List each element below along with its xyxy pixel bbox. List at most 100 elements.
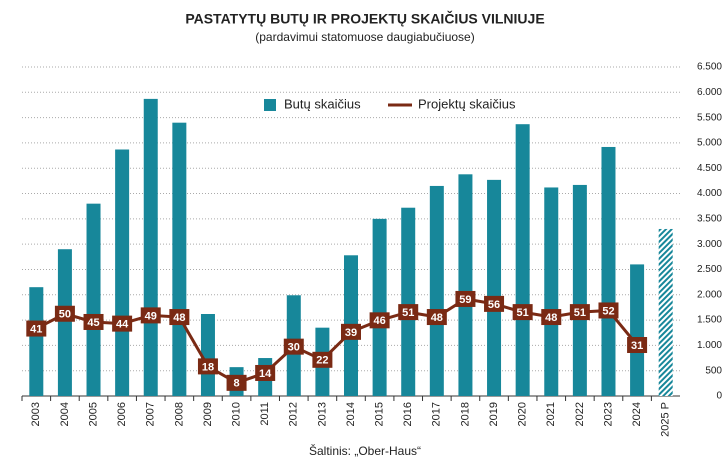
x-tick-label: 2003 [30,402,42,426]
bar [544,187,559,396]
bar [572,184,587,396]
bar [630,264,645,396]
x-tick-label: 2016 [402,402,414,426]
chart-title: PASTATYTŲ BUTŲ IR PROJEKTŲ SKAIČIUS VILN… [185,10,544,27]
data-label: 30 [288,342,300,354]
data-label: 22 [316,355,328,367]
source: Šaltinis: „Ober-Haus“ [309,443,421,458]
y-tick-label: 0 [716,391,722,402]
data-label-box [541,309,562,326]
y-tick-label: 6.500 [697,62,722,73]
data-label: 8 [234,378,240,390]
x-tick-label: 2021 [545,402,557,426]
bar [401,207,416,396]
bar [658,228,673,396]
x-tick-label: 2022 [574,402,586,426]
y-tick-label: 4.500 [697,163,722,174]
data-label-box [112,315,133,332]
y-tick-label: 6.000 [697,87,722,98]
data-label-box [369,312,390,329]
data-label-box [627,337,648,354]
y-tick-label: 1.500 [697,315,722,326]
x-tick-label: 2012 [288,402,300,426]
x-tick-label: 2006 [116,402,128,426]
legend-label: Butų skaičius [284,96,361,111]
y-tick-label: 5.000 [697,138,722,149]
data-label: 41 [30,323,42,335]
x-tick-label: 2017 [431,402,443,426]
x-tick-label: 2010 [230,402,242,426]
chart-subtitle: (pardavimui statomuose daugiabučiuose) [255,30,474,44]
bar [86,203,101,396]
y-tick-label: 2.000 [697,289,722,300]
x-tick-label: 2008 [173,402,185,426]
x-tick-label: 2023 [602,402,614,426]
data-label-box [312,351,333,368]
data-label-box [255,364,276,381]
data-label: 31 [631,340,643,352]
bar [57,249,72,396]
data-label-box [26,320,47,337]
x-tick-label: 2024 [631,402,643,426]
data-label: 48 [173,312,185,324]
data-label-box [83,313,104,330]
x-tick-label: 2011 [259,402,271,426]
legend-label: Projektų skaičius [418,96,516,111]
data-label-box [484,295,505,312]
y-tick-label: 2.500 [697,264,722,275]
y-tick-label: 1.000 [697,340,722,351]
data-label: 50 [59,309,71,321]
data-label: 59 [459,294,471,306]
data-label-box [569,304,590,321]
data-label: 51 [517,307,529,319]
bar [515,124,530,397]
data-label: 56 [488,299,500,311]
bar [372,218,387,396]
data-label: 48 [545,312,557,324]
x-tick-label: 2019 [488,402,500,426]
bar [487,179,502,396]
data-label: 14 [259,368,272,380]
data-label: 48 [431,312,443,324]
legend-swatch [264,99,276,111]
x-tick-label: 2004 [59,402,71,426]
y-tick-label: 500 [705,365,722,376]
data-label-box [426,309,447,326]
data-label: 49 [145,310,157,322]
data-label-box [455,290,476,307]
x-tick-label: 2009 [202,402,214,426]
x-tick-label: 2015 [374,402,386,426]
data-label: 52 [602,305,614,317]
data-label: 45 [87,317,99,329]
y-tick-label: 3.000 [697,239,722,250]
bar [601,146,616,396]
data-label: 51 [574,307,586,319]
line [35,297,639,385]
y-tick-label: 5.500 [697,112,722,123]
x-tick-label: 2007 [145,402,157,426]
data-label-box [54,305,75,322]
data-label-box [398,304,419,321]
bar [172,122,187,396]
data-label-box [169,309,190,326]
x-tick-label: 2018 [459,402,471,426]
bar [143,98,158,396]
bar [115,149,130,396]
x-tick-label: 2025 P [660,402,672,437]
data-label-box [226,374,247,391]
data-label-box [197,358,218,375]
data-label-box [140,307,161,324]
data-label: 18 [202,361,214,373]
x-tick-label: 2005 [87,402,99,426]
x-tick-label: 2013 [316,402,328,426]
data-label-box [512,304,533,321]
bar [200,314,215,396]
bar [29,287,44,396]
data-label: 39 [345,327,357,339]
data-label-box [341,323,361,340]
data-label-box [283,338,304,355]
x-tick-label: 2014 [345,402,357,426]
y-tick-label: 4.000 [697,188,722,199]
data-label: 46 [373,315,385,327]
data-label: 44 [116,319,129,331]
